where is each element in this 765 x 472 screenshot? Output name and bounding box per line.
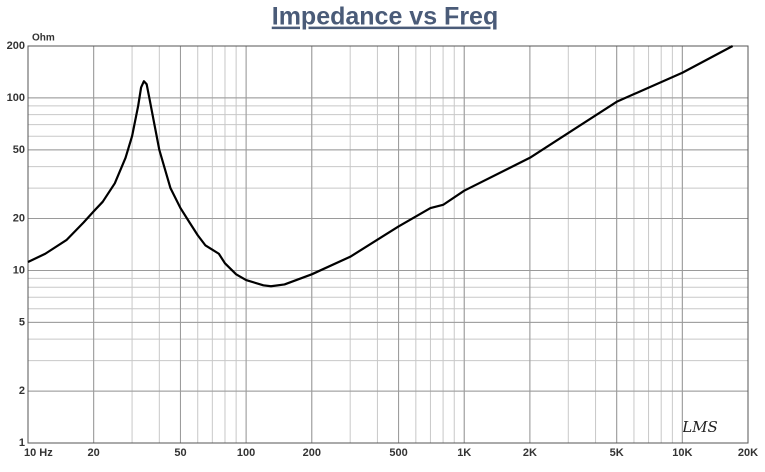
x-tick-label: 200 [303, 447, 321, 459]
y-axis-label: Ohm [32, 33, 55, 44]
x-tick-label: 5K [610, 447, 624, 459]
logo: LMS [681, 418, 718, 436]
x-tick-label: 50 [174, 447, 186, 459]
y-tick-label: 10 [13, 264, 25, 276]
x-tick-label: 100 [237, 447, 255, 459]
y-tick-label: 20 [13, 212, 25, 224]
x-tick-label: 20 [88, 447, 100, 459]
impedance-line [27, 45, 734, 288]
x-tick-label: 20K [738, 447, 758, 459]
y-tick-label: 1 [19, 437, 25, 449]
plot-frame [27, 45, 749, 444]
x-tick-label: 500 [389, 447, 407, 459]
chart-title: Impedance vs Freq [272, 3, 498, 31]
y-tick-label: 200 [7, 40, 25, 52]
x-tick-label: 10 Hz [24, 447, 53, 459]
y-tick-label: 5 [19, 316, 25, 328]
y-tick-label: 50 [13, 144, 25, 156]
x-tick-label: 10K [672, 447, 692, 459]
x-tick-label: 1K [457, 447, 471, 459]
x-tick-label: 2K [523, 447, 537, 459]
y-tick-label: 100 [7, 92, 25, 104]
y-tick-label: 2 [19, 385, 25, 397]
